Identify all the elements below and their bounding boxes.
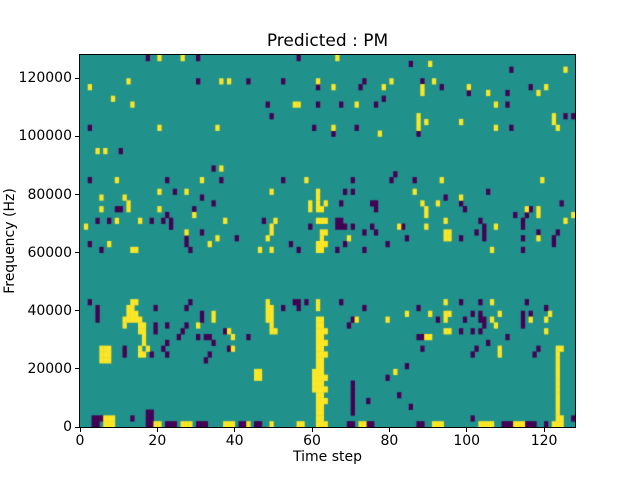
x-tick-mark (466, 428, 468, 432)
y-tick-label: 60000 (27, 244, 72, 261)
x-tick-label: 100 (453, 433, 481, 449)
y-tick-mark (75, 252, 79, 254)
y-tick-label: 100000 (18, 128, 72, 145)
y-tick-mark (75, 135, 79, 137)
x-tick-mark (156, 428, 158, 432)
x-tick-mark (234, 428, 236, 432)
x-tick-label: 60 (303, 433, 321, 449)
heatmap-canvas (80, 55, 575, 427)
x-tick-label: 20 (148, 433, 167, 449)
y-tick-mark (75, 194, 79, 195)
x-tick-mark (79, 428, 81, 432)
x-tick-mark (543, 428, 545, 432)
x-tick-mark (311, 428, 313, 432)
y-axis-label: Frequency (Hz) (2, 188, 18, 294)
x-tick-label: 120 (530, 433, 558, 449)
chart-title: Predicted : PM (266, 31, 389, 51)
y-tick-label: 120000 (18, 70, 72, 87)
y-tick-label: 40000 (27, 302, 72, 319)
y-tick-mark (75, 368, 79, 370)
plot-area (79, 54, 576, 428)
y-tick-label: 20000 (27, 360, 72, 377)
y-tick-label: 80000 (27, 186, 72, 203)
x-tick-mark (388, 428, 390, 432)
x-tick-label: 40 (225, 433, 244, 449)
y-tick-mark (75, 77, 79, 79)
y-tick-mark (75, 310, 79, 312)
y-tick-mark (75, 426, 79, 428)
x-tick-label: 0 (75, 433, 85, 449)
y-tick-label: 0 (63, 419, 72, 435)
x-axis-label: Time step (293, 449, 362, 465)
x-tick-label: 80 (380, 433, 399, 449)
